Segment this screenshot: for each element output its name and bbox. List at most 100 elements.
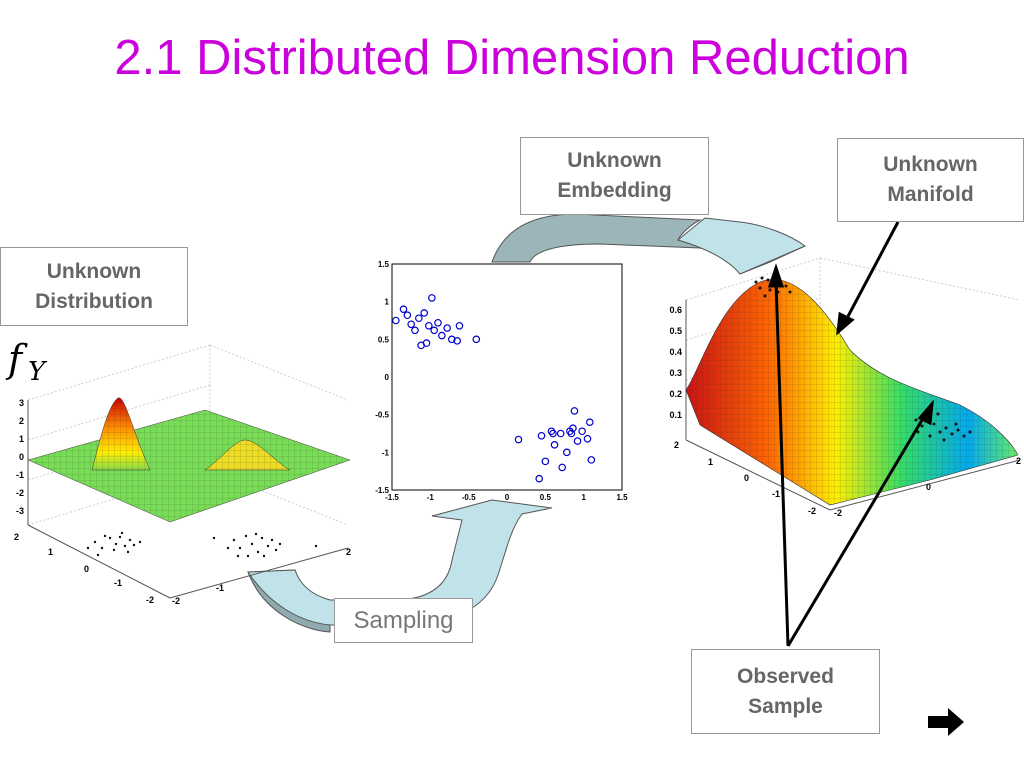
sample-dot [212, 536, 216, 540]
scatter-x-tick-label: 0.5 [540, 493, 552, 502]
scatter-point [447, 335, 456, 344]
sample-dot [114, 542, 118, 546]
left-x-tick-label: -1 [216, 583, 224, 593]
right-x-tick-label: -2 [834, 508, 842, 518]
scatter-point [403, 311, 412, 320]
left-z-tick-label: -3 [16, 506, 24, 516]
scatter-x-tick-label: 0 [505, 493, 510, 502]
sample-dot [254, 532, 258, 536]
sample-dot [96, 553, 100, 557]
scatter-point [434, 318, 442, 327]
scatter-point [438, 331, 446, 340]
sample-dot [270, 538, 274, 542]
slide-title: 2.1 Distributed Dimension Reduction [114, 31, 910, 85]
sample-dot [314, 544, 318, 548]
sample-dot [128, 538, 132, 542]
scatter-point [417, 341, 425, 350]
observed-dot [928, 434, 932, 438]
observed-dot [768, 288, 772, 292]
left-x-tick-label: -2 [172, 596, 180, 606]
left-y-tick-label: -1 [114, 578, 122, 588]
right-z-tick-label: 0.6 [669, 305, 682, 315]
scatter-point [428, 294, 436, 302]
scatter-point [556, 429, 565, 438]
scatter-point [407, 320, 415, 329]
sampling-label: Sampling [334, 598, 473, 643]
scatter-x-tick-label: 1 [581, 493, 586, 502]
left-y-tick-label: -2 [146, 595, 154, 605]
scatter-point [472, 335, 481, 344]
scatter-point [573, 437, 582, 445]
left-z-tick-label: 2 [19, 416, 24, 426]
sample-dot [126, 550, 130, 554]
sample-dot [100, 546, 104, 550]
next-slide-arrow-icon[interactable] [926, 706, 966, 738]
left-z-tick-label: 1 [19, 434, 24, 444]
pointer-arrows [767, 221, 934, 647]
right-y-tick-label: -2 [808, 506, 816, 516]
left-z-tick-label: 3 [19, 398, 24, 408]
fy-subscript: Y [28, 357, 48, 387]
scatter-point [570, 407, 579, 415]
observed-dot [916, 430, 920, 434]
scatter-point [411, 326, 419, 335]
scatter-point [424, 321, 433, 330]
right-z-tick-label: 0.4 [669, 347, 682, 357]
scatter-point [562, 448, 571, 457]
right-z-tick-label: 0.5 [669, 326, 682, 336]
right-x-tick-label: 0 [926, 482, 931, 492]
sample-dot [132, 543, 136, 547]
sample-dot [112, 548, 116, 552]
unknown-manifold-text: Unknown Manifold [883, 153, 978, 206]
scatter-point [569, 424, 577, 433]
right-surface-plot: 0.6 0.5 0.4 0.3 0.2 0.1 2 1 0 -1 -2 -2 0 2 [669, 257, 1021, 518]
scatter-point [583, 434, 592, 443]
scatter-x-tick-label: 1.5 [616, 493, 628, 502]
left-z-tick-label: 0 [19, 452, 24, 462]
observed-dot [944, 426, 948, 430]
scatter-point [567, 429, 576, 438]
observed-sample-text: Observed Sample [737, 664, 834, 718]
scatter-y-tick-label: -0.5 [375, 411, 389, 420]
sample-dot [244, 534, 248, 538]
observed-dot [968, 430, 972, 434]
observed-dot [914, 418, 918, 422]
right-y-tick-label: -1 [772, 489, 780, 499]
left-y-tick-label: 2 [14, 532, 19, 542]
sample-dot [278, 542, 282, 546]
right-y-tick-label: 0 [744, 473, 749, 483]
right-x-tick-label: 2 [1016, 456, 1021, 466]
scatter-point [415, 314, 423, 323]
left-x-tick-label: 2 [346, 547, 351, 557]
sample-dot [93, 540, 97, 544]
observed-dot [763, 294, 767, 298]
scatter-point [541, 457, 550, 466]
scatter-point [399, 305, 408, 314]
sample-dot [260, 536, 264, 540]
observed-dot [950, 432, 954, 436]
scatter-y-tick-label: 0 [385, 373, 390, 382]
right-z-tick-label: 0.1 [669, 410, 682, 420]
sample-dot [226, 546, 230, 550]
sampling-text: Sampling [353, 606, 454, 634]
scatter-x-tick-label: -1 [427, 493, 435, 502]
left-z-tick-label: -1 [16, 470, 24, 480]
scatter-point [585, 418, 594, 427]
sample-dot [86, 546, 90, 550]
observed-dot [784, 284, 788, 288]
scatter-x-tick-label: -0.5 [462, 493, 476, 502]
scatter-y-tick-label: 0.5 [378, 335, 390, 344]
observed-dot [758, 286, 762, 290]
right-y-tick-label: 1 [708, 457, 713, 467]
scatter-point [430, 326, 438, 335]
right-y-tick-label: 2 [674, 440, 679, 450]
scatter-point [587, 456, 596, 464]
fy-symbol: f [5, 337, 28, 381]
scatter-point [535, 474, 544, 483]
sample-dot [103, 534, 107, 538]
sample-dot [250, 542, 254, 546]
scatter-y-tick-label: 1.5 [378, 260, 390, 269]
left-surface-plot: 3 2 1 0 -1 -2 -3 2 1 0 -1 -2 -2 -1 2 [14, 344, 351, 606]
right-z-tick-label: 0.3 [669, 368, 682, 378]
